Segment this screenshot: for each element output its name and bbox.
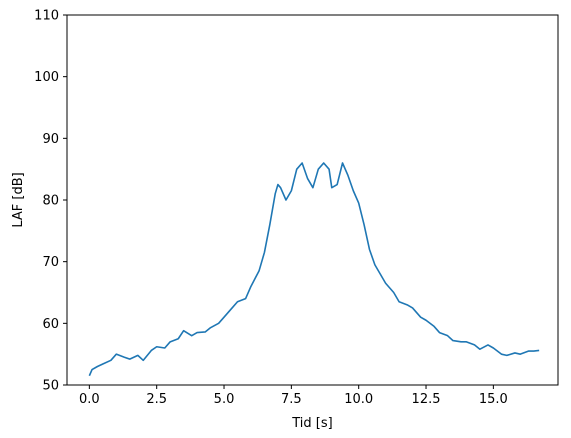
plot-frame: [66, 14, 559, 386]
y-tick-label: 80: [42, 194, 59, 209]
x-tick-label: 15.0: [479, 392, 508, 407]
y-tick-label: 70: [42, 255, 59, 270]
x-tick-label: 5.0: [214, 392, 235, 407]
x-tick-label: 2.5: [146, 392, 167, 407]
x-tick-label: 10.0: [344, 392, 373, 407]
y-tick-label: 50: [42, 379, 59, 394]
y-tick-label: 60: [42, 317, 59, 332]
x-axis-label: Tid [s]: [291, 416, 332, 431]
x-tick-label: 0.0: [79, 392, 100, 407]
series-line: [88, 162, 540, 377]
plot-area: [67, 15, 558, 385]
y-tick-label: 110: [34, 9, 59, 24]
x-tick-label: 7.5: [281, 392, 302, 407]
x-tick-label: 12.5: [412, 392, 441, 407]
y-tick-label: 90: [42, 132, 59, 147]
y-axis-label: LAF [dB]: [11, 172, 26, 227]
y-tick-label: 100: [34, 70, 59, 85]
